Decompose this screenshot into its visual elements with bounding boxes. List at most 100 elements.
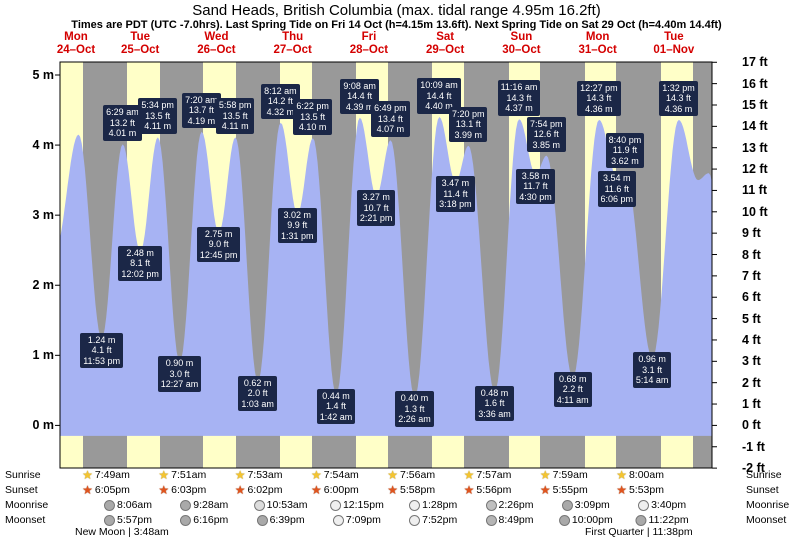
moonset-entry-time: 7:09pm	[345, 514, 381, 526]
moonset-icon	[558, 514, 570, 526]
day-name: Tue	[664, 31, 684, 43]
annotation-line: 1:32 pm	[662, 82, 695, 93]
sunset-icon: ★	[82, 482, 93, 497]
annotation-line: 12:27 am	[160, 379, 199, 390]
high-tide-annotation: 8:40 pm 11.9 ft 3.62 m	[605, 132, 645, 169]
annotation-line: 4:11 am	[556, 394, 589, 405]
annotation-line: 1:42 am	[319, 411, 353, 422]
moonset-icon	[409, 514, 421, 526]
sunrise-entry: ★ 7:51am	[158, 469, 207, 482]
day-label: Mon 31–Oct	[578, 31, 616, 57]
day-name: Fri	[361, 31, 377, 43]
sunset-entry-time: 6:05pm	[94, 484, 130, 496]
moonrise-entry-time: 3:09pm	[574, 499, 610, 511]
annotation-line: 1.4 ft	[325, 401, 346, 412]
y-axis-label-ft: 12 ft	[742, 162, 768, 177]
y-axis-label-m: 0 m	[32, 418, 54, 433]
annotation-line: 14.2 ft	[267, 96, 293, 107]
annotation-line: 2:21 pm	[359, 213, 393, 224]
sunrise-entry: ★ 7:53am	[235, 469, 283, 482]
moonset-row-label-left: Moonset	[5, 514, 46, 526]
moonrise-entry: 2:26pm	[485, 499, 534, 511]
low-tide-annotation: 0.48 m 1.6 ft 3:36 am	[475, 385, 514, 422]
high-tide-annotation: 7:54 pm 12.6 ft 3.85 m	[526, 116, 566, 153]
annotation-line: 11.4 ft	[443, 188, 468, 199]
high-tide-annotation: 7:20 pm 13.1 ft 3.99 m	[448, 106, 488, 143]
low-tide-annotation: 3.02 m 9.9 ft 1:31 pm	[278, 207, 317, 244]
day-label: Sat 29–Oct	[426, 31, 464, 57]
day-date: 28–Oct	[349, 44, 389, 56]
annotation-line: 3.54 m	[603, 173, 631, 184]
moonset-entry: 6:16pm	[180, 514, 228, 526]
annotation-line: 11.9 ft	[612, 145, 638, 156]
day-date: 01–Nov	[653, 44, 695, 56]
high-tide-annotation: 1:32 pm 14.3 ft 4.36 m	[659, 80, 698, 117]
annotation-line: 5:34 pm	[141, 100, 174, 111]
y-axis-label-ft: 1 ft	[742, 397, 761, 412]
moonrise-row-label-left: Moonrise	[5, 499, 49, 511]
annotation-line: 9:08 am	[343, 80, 376, 91]
annotation-line: 6:06 pm	[600, 194, 634, 205]
day-date: 31–Oct	[578, 44, 617, 56]
annotation-line: 3:18 pm	[439, 199, 472, 210]
sunrise-entry-time: 8:00am	[628, 469, 664, 481]
low-tide-annotation: 0.44 m 1.4 ft 1:42 am	[316, 388, 356, 425]
annotation-line: 2.48 m	[126, 247, 154, 258]
moonrise-icon	[409, 499, 421, 511]
moonset-entry-time: 10:00pm	[571, 514, 613, 526]
moonrise-entry: 8:06am	[103, 499, 152, 511]
annotation-line: 14.3 ft	[666, 93, 692, 104]
day-band	[60, 62, 84, 468]
annotation-line: 12.6 ft	[533, 129, 559, 140]
moonset-icon	[103, 514, 115, 526]
annotation-line: 0.40 m	[400, 393, 429, 404]
annotation-line: 2.75 m	[204, 228, 233, 239]
y-axis-label-ft: 14 ft	[742, 119, 768, 134]
moonset-icon	[635, 514, 647, 526]
moonrise-icon	[638, 499, 650, 511]
day-label: Thu 27–Oct	[273, 31, 311, 57]
night-band	[692, 62, 712, 468]
sunset-icon: ★	[158, 482, 170, 497]
day-label: Mon 24–Oct	[57, 31, 95, 57]
moonrise-entry-time: 2:26pm	[498, 499, 534, 511]
annotation-line: 0.48 m	[480, 387, 509, 398]
sunrise-entry-time: 7:54am	[323, 469, 359, 481]
y-axis-label-m: 4 m	[32, 138, 54, 153]
moonset-entry-time: 7:52pm	[422, 514, 458, 526]
sunrise-icon: ★	[310, 467, 322, 482]
sunset-icon: ★	[539, 482, 551, 497]
moonset-entry: 6:39pm	[256, 514, 305, 526]
moonrise-icon	[253, 499, 265, 511]
moonrise-icon	[561, 499, 573, 511]
annotation-line: 8.1 ft	[130, 258, 151, 269]
annotation-line: 4.36 m	[664, 103, 693, 114]
y-axis-label-ft: 4 ft	[742, 332, 761, 347]
sunrise-entry-time: 7:53am	[247, 469, 283, 481]
day-label: Fri 28–Oct	[350, 31, 388, 57]
day-name: Mon	[64, 31, 88, 43]
sunset-entry-time: 5:56pm	[476, 484, 512, 496]
sunset-entry: ★ 6:05pm	[82, 482, 130, 497]
night-band	[616, 62, 662, 468]
annotation-line: 4:30 pm	[519, 191, 552, 202]
sunrise-entry-time: 7:49am	[94, 469, 130, 481]
annotation-line: 1:31 pm	[281, 230, 314, 241]
annotation-line: 14.3 ft	[506, 92, 532, 103]
low-tide-annotation: 3.27 m 10.7 ft 2:21 pm	[356, 190, 396, 226]
annotation-line: 1.6 ft	[484, 398, 505, 409]
annotation-line: 10:09 am	[420, 80, 458, 91]
high-tide-annotation: 6:22 pm 13.5 ft 4.10 m	[293, 99, 332, 135]
moonrise-entry: 9:28am	[180, 499, 228, 511]
annotation-line: 4.37 m	[505, 103, 533, 114]
annotation-line: 13.5 ft	[300, 111, 326, 122]
annotation-line: 14.3 ft	[586, 93, 612, 104]
day-date: 27–Oct	[273, 44, 312, 56]
high-tide-annotation: 12:27 pm 14.3 ft 4.36 m	[577, 80, 621, 117]
annotation-line: 2.2 ft	[562, 384, 583, 395]
annotation-line: 3.47 m	[441, 178, 470, 189]
annotation-line: 1.24 m	[87, 334, 116, 345]
annotation-line: 10.7 ft	[363, 202, 389, 213]
sunset-entry-time: 5:53pm	[628, 484, 664, 496]
sunrise-entry-time: 7:51am	[171, 469, 207, 481]
